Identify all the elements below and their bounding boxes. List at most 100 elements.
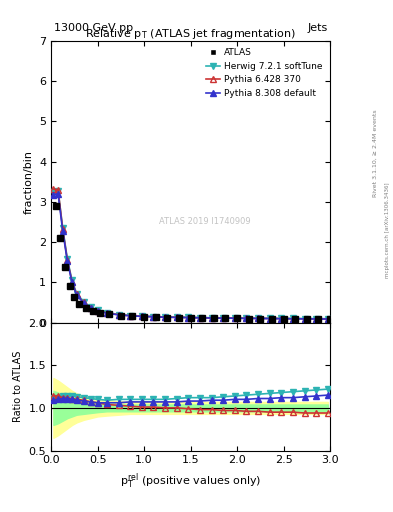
Pythia 8.308 default bbox=[290, 316, 295, 322]
ATLAS bbox=[200, 315, 205, 321]
Herwig 7.2.1 softTune bbox=[186, 314, 191, 321]
Pythia 8.308 default bbox=[140, 313, 144, 319]
Herwig 7.2.1 softTune bbox=[290, 315, 295, 322]
ATLAS bbox=[176, 315, 181, 321]
Herwig 7.2.1 softTune bbox=[95, 307, 100, 313]
Pythia 8.308 default bbox=[221, 315, 226, 321]
Pythia 8.308 default bbox=[88, 305, 93, 311]
ATLAS bbox=[107, 311, 112, 317]
Pythia 6.428 370 bbox=[61, 226, 65, 232]
Herwig 7.2.1 softTune bbox=[325, 315, 330, 322]
Pythia 6.428 370 bbox=[267, 315, 272, 322]
Herwig 7.2.1 softTune bbox=[174, 314, 179, 320]
Pythia 8.308 default bbox=[279, 315, 284, 322]
Pythia 6.428 370 bbox=[128, 313, 132, 319]
Pythia 8.308 default bbox=[105, 310, 109, 316]
Pythia 6.428 370 bbox=[209, 315, 214, 321]
Pythia 8.308 default bbox=[163, 314, 167, 321]
Pythia 8.308 default bbox=[302, 316, 307, 322]
Pythia 6.428 370 bbox=[51, 186, 56, 192]
Pythia 6.428 370 bbox=[140, 313, 144, 319]
X-axis label: $p_\mathregular{T}^\mathregular{rel}$ (positive values only): $p_\mathregular{T}^\mathregular{rel}$ (p… bbox=[120, 471, 261, 490]
Pythia 6.428 370 bbox=[105, 310, 109, 316]
Pythia 6.428 370 bbox=[186, 314, 191, 321]
Text: ATLAS 2019 I1740909: ATLAS 2019 I1740909 bbox=[159, 217, 250, 226]
Herwig 7.2.1 softTune bbox=[244, 315, 249, 321]
Herwig 7.2.1 softTune bbox=[74, 290, 79, 296]
ATLAS bbox=[270, 315, 274, 322]
Pythia 8.308 default bbox=[95, 308, 100, 314]
Line: Pythia 8.308 default: Pythia 8.308 default bbox=[51, 191, 331, 322]
Text: 13000 GeV pp: 13000 GeV pp bbox=[54, 23, 133, 32]
ATLAS bbox=[281, 316, 286, 322]
Herwig 7.2.1 softTune bbox=[198, 314, 202, 321]
Pythia 6.428 370 bbox=[74, 291, 79, 297]
Line: ATLAS: ATLAS bbox=[53, 203, 333, 322]
ATLAS bbox=[91, 308, 95, 314]
Herwig 7.2.1 softTune bbox=[116, 311, 121, 317]
Herwig 7.2.1 softTune bbox=[61, 225, 65, 231]
ATLAS bbox=[119, 312, 123, 318]
Pythia 8.308 default bbox=[186, 314, 191, 321]
ATLAS bbox=[246, 315, 251, 322]
ATLAS bbox=[53, 203, 58, 209]
Herwig 7.2.1 softTune bbox=[279, 315, 284, 322]
Pythia 6.428 370 bbox=[325, 316, 330, 322]
Title: Relative p$_\mathregular{T}$ (ATLAS jet fragmentation): Relative p$_\mathregular{T}$ (ATLAS jet … bbox=[85, 27, 296, 41]
ATLAS bbox=[223, 315, 228, 322]
Herwig 7.2.1 softTune bbox=[56, 187, 61, 194]
Pythia 6.428 370 bbox=[65, 257, 70, 263]
Pythia 6.428 370 bbox=[290, 316, 295, 322]
ATLAS bbox=[142, 314, 147, 320]
ATLAS bbox=[97, 310, 102, 316]
ATLAS bbox=[77, 301, 81, 307]
Herwig 7.2.1 softTune bbox=[232, 315, 237, 321]
ATLAS bbox=[328, 316, 332, 322]
Pythia 6.428 370 bbox=[81, 300, 86, 306]
Y-axis label: fraction/bin: fraction/bin bbox=[24, 150, 33, 214]
ATLAS bbox=[165, 314, 170, 321]
ATLAS bbox=[235, 315, 239, 322]
Herwig 7.2.1 softTune bbox=[70, 278, 74, 284]
Pythia 8.308 default bbox=[244, 315, 249, 322]
ATLAS bbox=[211, 315, 216, 322]
Pythia 8.308 default bbox=[325, 316, 330, 322]
ATLAS bbox=[63, 264, 68, 270]
ATLAS bbox=[293, 316, 298, 322]
Text: Jets: Jets bbox=[307, 23, 327, 32]
Line: Pythia 6.428 370: Pythia 6.428 370 bbox=[51, 186, 331, 322]
ATLAS bbox=[316, 316, 321, 322]
Pythia 6.428 370 bbox=[232, 315, 237, 322]
Pythia 6.428 370 bbox=[221, 315, 226, 321]
Pythia 6.428 370 bbox=[279, 315, 284, 322]
ATLAS bbox=[67, 283, 72, 289]
Pythia 6.428 370 bbox=[174, 314, 179, 321]
Pythia 6.428 370 bbox=[95, 308, 100, 314]
Legend: ATLAS, Herwig 7.2.1 softTune, Pythia 6.428 370, Pythia 8.308 default: ATLAS, Herwig 7.2.1 softTune, Pythia 6.4… bbox=[204, 46, 326, 100]
ATLAS bbox=[153, 314, 158, 320]
ATLAS bbox=[84, 305, 88, 311]
Pythia 8.308 default bbox=[81, 300, 86, 306]
Pythia 8.308 default bbox=[70, 279, 74, 285]
Pythia 8.308 default bbox=[56, 191, 61, 197]
Pythia 8.308 default bbox=[256, 315, 261, 322]
Herwig 7.2.1 softTune bbox=[314, 315, 318, 322]
Pythia 6.428 370 bbox=[70, 279, 74, 285]
Pythia 8.308 default bbox=[232, 315, 237, 322]
Pythia 6.428 370 bbox=[116, 312, 121, 318]
Herwig 7.2.1 softTune bbox=[267, 315, 272, 322]
ATLAS bbox=[130, 313, 135, 319]
ATLAS bbox=[58, 235, 63, 241]
Pythia 8.308 default bbox=[61, 228, 65, 234]
Pythia 8.308 default bbox=[51, 191, 56, 198]
Herwig 7.2.1 softTune bbox=[88, 304, 93, 310]
Text: Rivet 3.1.10, ≥ 2.4M events: Rivet 3.1.10, ≥ 2.4M events bbox=[373, 110, 378, 198]
Herwig 7.2.1 softTune bbox=[163, 314, 167, 320]
Pythia 6.428 370 bbox=[302, 316, 307, 322]
Pythia 6.428 370 bbox=[88, 305, 93, 311]
ATLAS bbox=[305, 316, 309, 322]
ATLAS bbox=[188, 315, 193, 321]
Pythia 6.428 370 bbox=[151, 314, 156, 320]
Herwig 7.2.1 softTune bbox=[302, 315, 307, 322]
Pythia 6.428 370 bbox=[256, 315, 261, 322]
